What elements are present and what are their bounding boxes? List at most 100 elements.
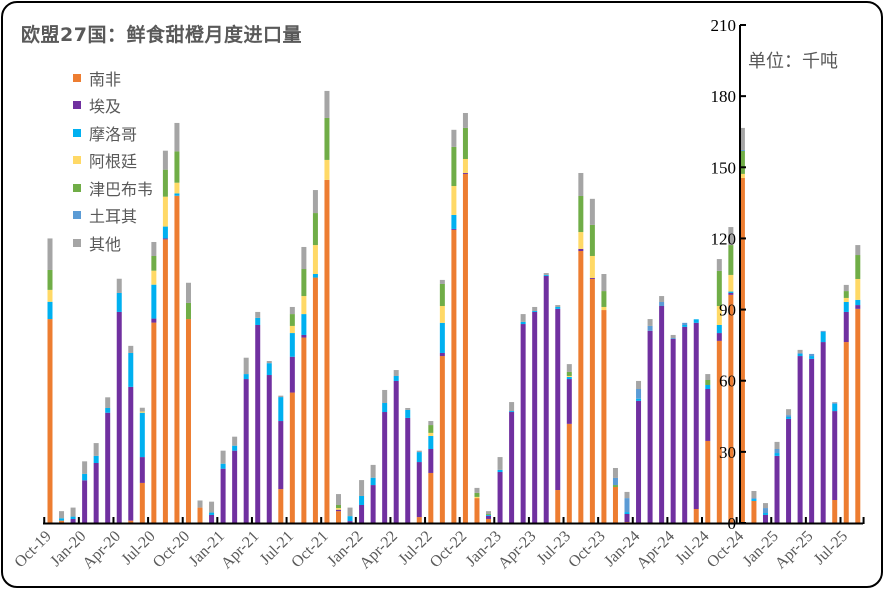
bar-segment — [162, 196, 168, 227]
bar-segment — [93, 443, 99, 456]
bar-segment — [162, 169, 168, 197]
bar-segment — [416, 517, 422, 523]
bar-segment — [93, 463, 99, 523]
bar-segment — [474, 498, 480, 523]
bar-segment — [601, 291, 607, 307]
bar-segment — [70, 516, 76, 519]
bar-segment — [255, 324, 261, 523]
bar-segment — [682, 326, 688, 523]
legend-item: 土耳其 — [73, 202, 153, 230]
bar-segment — [128, 520, 134, 523]
bar-segment — [832, 402, 838, 403]
bar-segment — [855, 255, 861, 279]
legend-swatch — [73, 128, 81, 137]
x-tick-label: Apr-24 — [634, 528, 678, 572]
bar-segment — [682, 322, 688, 325]
bar-segment — [589, 224, 595, 256]
bar-segment — [185, 302, 191, 320]
bar-segment — [486, 511, 492, 514]
bar-segment — [128, 386, 134, 521]
y-tick-label: 30 — [719, 443, 736, 462]
bar-segment — [566, 371, 572, 376]
bar-segment — [497, 472, 503, 523]
y-tick-label: 180 — [711, 87, 737, 106]
bar-segment — [220, 463, 226, 469]
bar-segment — [601, 310, 607, 523]
bar-segment — [139, 457, 145, 483]
bar-segment — [151, 270, 157, 285]
bar-segment — [347, 516, 353, 522]
bar-segment — [809, 356, 815, 359]
bar-segment — [243, 357, 249, 375]
bar-segment — [566, 379, 572, 424]
bar-segment — [370, 477, 376, 486]
bar-segment — [705, 389, 711, 441]
bar-segment — [336, 508, 341, 510]
bar-segment — [439, 279, 445, 284]
bar-segment — [728, 292, 734, 295]
legend-label: 摩洛哥 — [89, 124, 138, 144]
bar-segment — [578, 195, 584, 233]
bar-segment — [555, 306, 561, 309]
bar-segment — [243, 379, 249, 523]
bar-segment — [843, 297, 849, 302]
bar-segment — [474, 487, 480, 493]
bar-segment — [336, 504, 341, 509]
bar-segment — [832, 403, 838, 412]
bar-segment — [855, 308, 861, 523]
bar-segment — [832, 402, 838, 404]
bar-segment — [716, 259, 722, 271]
bar-segment — [566, 376, 572, 380]
bar-segment — [266, 361, 272, 364]
bar-segment — [509, 402, 515, 412]
bar-segment — [670, 338, 676, 339]
y-tick-label: 210 — [711, 16, 737, 35]
bar-segment — [70, 507, 76, 517]
bar-segment — [462, 158, 468, 173]
bar-segment — [428, 421, 434, 426]
bar-segment — [589, 255, 595, 279]
bar-segment — [751, 490, 757, 499]
bar-segment — [312, 274, 318, 278]
bar-segment — [474, 492, 480, 497]
bar-segment — [162, 239, 168, 523]
bar-segment — [266, 363, 272, 376]
bar-segment — [855, 278, 861, 300]
bar-segment — [797, 356, 803, 523]
bar-segment — [416, 462, 422, 518]
bar-segment — [439, 283, 445, 307]
bar-segment — [716, 270, 722, 307]
x-tick-label: Oct-22 — [427, 528, 470, 571]
bar-segment — [578, 172, 584, 196]
bar-segment — [601, 274, 607, 292]
bar-segment — [797, 349, 803, 353]
bar-segment — [336, 494, 341, 505]
bar-segment — [636, 400, 642, 523]
bar-segment — [601, 306, 607, 311]
bar-segment — [185, 282, 191, 303]
bar-segment — [139, 412, 145, 458]
bar-segment — [612, 486, 618, 523]
bar-segment — [809, 353, 815, 357]
bar-segment — [301, 246, 307, 270]
bar-segment — [843, 291, 849, 298]
legend: 南非 埃及 摩洛哥 阿根廷 津巴布韦 土耳其 其他 — [73, 64, 153, 257]
x-tick-label: Jul-25 — [811, 528, 851, 568]
bar-segment — [116, 311, 122, 523]
bar-segment — [393, 370, 399, 376]
bar-segment — [543, 273, 549, 275]
bar-segment — [797, 353, 803, 357]
bar-segment — [670, 334, 676, 339]
bar-segment — [555, 308, 561, 491]
bar-segment — [439, 352, 445, 357]
legend-item: 阿根廷 — [73, 147, 153, 175]
bar-segment — [659, 306, 665, 523]
bar-segment — [232, 450, 238, 523]
bar-segment — [786, 418, 792, 523]
bar-segment — [647, 330, 653, 523]
bar-segment — [843, 301, 849, 312]
bar-segment — [93, 455, 99, 463]
bar-segment — [301, 337, 307, 523]
bar-segment — [751, 499, 757, 501]
bar-segment — [774, 441, 780, 450]
